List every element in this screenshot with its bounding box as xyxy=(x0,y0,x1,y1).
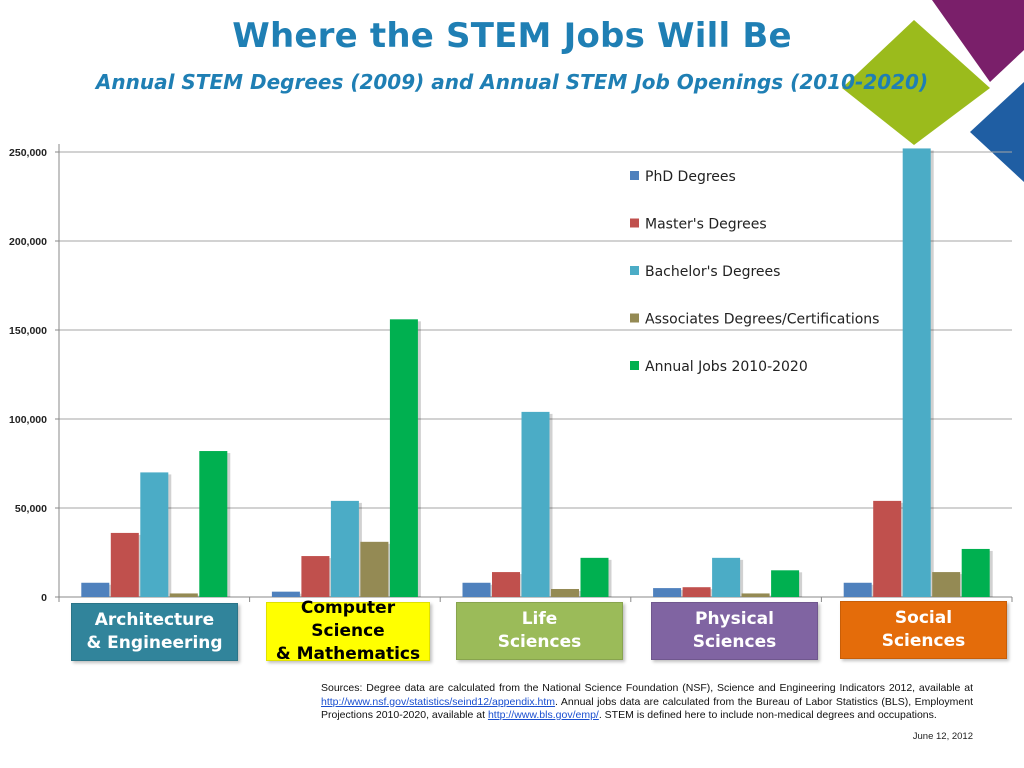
legend-swatch xyxy=(630,361,639,370)
page-title: Where the STEM Jobs Will Be xyxy=(232,16,792,56)
bls-link[interactable]: http://www.bls.gov/emp/ xyxy=(487,709,599,721)
bar xyxy=(653,588,682,597)
legend-label: PhD Degrees xyxy=(645,169,736,185)
bar xyxy=(271,591,300,597)
bar xyxy=(873,500,902,597)
sources-text-1: Sources: Degree data are calculated from… xyxy=(321,682,973,694)
purple-diamond-shape xyxy=(932,0,1024,82)
bar xyxy=(843,582,872,597)
y-tick-label: 0 xyxy=(41,592,47,604)
bar xyxy=(902,148,931,597)
category-label: Life Sciences xyxy=(497,609,582,652)
blue-diamond-shape xyxy=(970,82,1024,182)
y-tick-label: 150,000 xyxy=(9,325,47,337)
green-diamond-shape xyxy=(842,20,990,145)
category-label: Social Sciences xyxy=(881,608,966,651)
bar xyxy=(330,500,359,597)
bar xyxy=(771,570,800,597)
bar xyxy=(712,557,741,597)
bar xyxy=(682,587,711,597)
bar xyxy=(521,411,550,597)
date-label: June 12, 2012 xyxy=(912,731,973,742)
bar xyxy=(169,593,198,597)
page-subtitle: Annual STEM Degrees (2009) and Annual ST… xyxy=(95,70,929,94)
nsf-link[interactable]: http://www.nsf.gov/statistics/seind12/ap… xyxy=(321,695,556,708)
category-label-box: Life Sciences xyxy=(456,602,623,660)
legend-label: Associates Degrees/Certifications xyxy=(645,312,879,328)
sources-note: Sources: Degree data are calculated from… xyxy=(321,682,973,723)
category-label-box: Social Sciences xyxy=(840,601,1007,659)
bar xyxy=(741,593,770,597)
bar xyxy=(199,451,228,597)
category-label: Physical Sciences xyxy=(692,609,777,652)
legend-label: Master's Degrees xyxy=(645,217,767,233)
bar xyxy=(360,541,389,597)
bar xyxy=(492,572,520,597)
bar xyxy=(301,556,330,597)
category-label-box: Physical Sciences xyxy=(651,602,818,660)
bar xyxy=(81,582,110,597)
legend-swatch xyxy=(630,313,639,323)
bar xyxy=(140,472,169,597)
y-tick-label: 250,000 xyxy=(9,147,47,159)
corner-decoration xyxy=(842,0,1024,182)
legend-swatch xyxy=(630,218,639,228)
sources-text-2: . Annual jobs data are calculated from t… xyxy=(321,695,973,722)
category-label-box: Computer Science & Mathematics xyxy=(266,598,430,664)
legend-swatch xyxy=(630,171,639,180)
legend-label: Annual Jobs 2010-2020 xyxy=(645,359,808,375)
category-label: Computer Science & Mathematics xyxy=(275,598,421,664)
sources-text-3: . STEM is defined here to include non-me… xyxy=(598,709,937,721)
y-tick-label: 50,000 xyxy=(15,503,47,515)
bar xyxy=(932,572,961,597)
legend-swatch xyxy=(630,266,639,275)
bar xyxy=(580,557,609,597)
bar xyxy=(462,582,491,597)
category-label-box: Architecture & Engineering xyxy=(71,603,238,661)
y-tick-label: 100,000 xyxy=(9,414,47,426)
bar xyxy=(551,588,579,597)
bar xyxy=(389,319,418,597)
bar xyxy=(110,532,139,597)
y-tick-label: 200,000 xyxy=(9,236,47,248)
bar xyxy=(961,548,990,597)
legend-label: Bachelor's Degrees xyxy=(645,264,780,280)
category-label: Architecture & Engineering xyxy=(86,610,223,653)
